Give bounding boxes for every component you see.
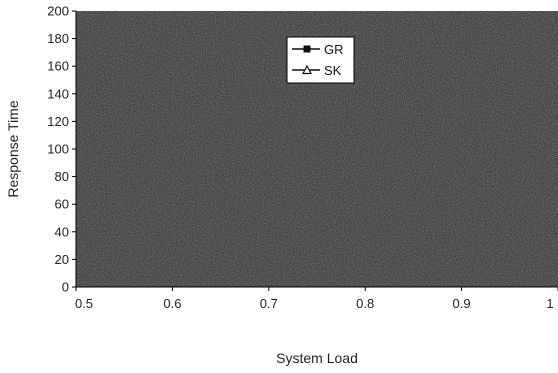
x-tick-label: 0.9 xyxy=(453,296,471,311)
legend-label-gr: GR xyxy=(324,42,344,57)
triangle-marker-icon xyxy=(302,64,312,75)
y-tick-label: 60 xyxy=(55,197,69,212)
y-tick-label: 40 xyxy=(55,224,69,239)
x-axis: 0.5 0.6 0.7 0.8 0.9 1 xyxy=(75,286,558,311)
y-axis: 0 20 40 60 80 100 120 140 160 180 200 xyxy=(47,4,77,295)
y-tick-label: 100 xyxy=(47,142,69,157)
y-tick-label: 20 xyxy=(55,252,69,267)
x-tick-label: 0.5 xyxy=(75,296,93,311)
x-tick-label: 1 xyxy=(546,296,553,311)
legend-box xyxy=(286,36,355,84)
y-tick-label: 0 xyxy=(62,280,69,295)
square-marker-icon xyxy=(303,45,311,53)
x-axis-title: System Load xyxy=(276,350,358,366)
y-tick-label: 200 xyxy=(47,4,69,19)
y-tick-label: 80 xyxy=(55,169,69,184)
y-tick-label: 120 xyxy=(47,114,69,129)
legend-label-sk: SK xyxy=(324,63,342,78)
y-tick-label: 160 xyxy=(47,59,69,74)
x-tick-label: 0.8 xyxy=(356,296,374,311)
legend: GR SK xyxy=(286,36,355,84)
y-tick-label: 180 xyxy=(47,31,69,46)
y-axis-title: Response Time xyxy=(5,100,21,197)
x-tick-label: 0.7 xyxy=(260,296,278,311)
x-tick-label: 0.6 xyxy=(163,296,181,311)
y-tick-label: 140 xyxy=(47,86,69,101)
